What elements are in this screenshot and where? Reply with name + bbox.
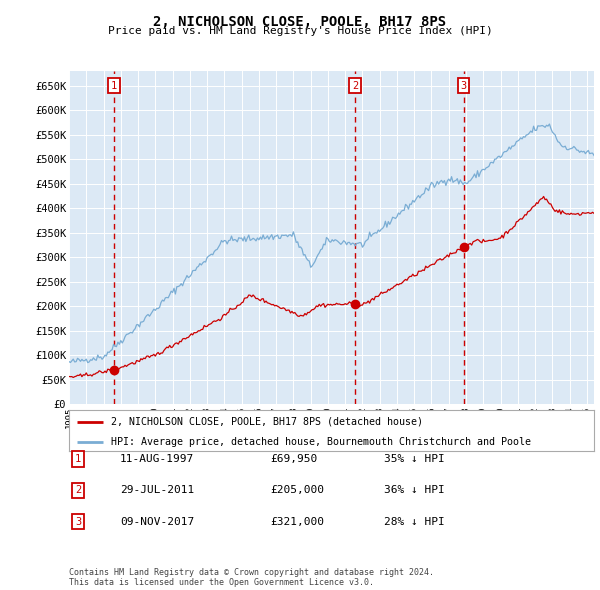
- Text: 2, NICHOLSON CLOSE, POOLE, BH17 8PS (detached house): 2, NICHOLSON CLOSE, POOLE, BH17 8PS (det…: [111, 417, 423, 427]
- Text: 36% ↓ HPI: 36% ↓ HPI: [384, 486, 445, 495]
- Text: £321,000: £321,000: [270, 517, 324, 526]
- Text: 09-NOV-2017: 09-NOV-2017: [120, 517, 194, 526]
- Text: 28% ↓ HPI: 28% ↓ HPI: [384, 517, 445, 526]
- Text: 29-JUL-2011: 29-JUL-2011: [120, 486, 194, 495]
- Text: 2: 2: [75, 486, 81, 495]
- Text: 2, NICHOLSON CLOSE, POOLE, BH17 8PS: 2, NICHOLSON CLOSE, POOLE, BH17 8PS: [154, 15, 446, 29]
- Text: 35% ↓ HPI: 35% ↓ HPI: [384, 454, 445, 464]
- Text: 11-AUG-1997: 11-AUG-1997: [120, 454, 194, 464]
- Text: 3: 3: [75, 517, 81, 526]
- Text: £205,000: £205,000: [270, 486, 324, 495]
- Text: 3: 3: [460, 80, 467, 90]
- Text: 1: 1: [75, 454, 81, 464]
- Text: Price paid vs. HM Land Registry's House Price Index (HPI): Price paid vs. HM Land Registry's House …: [107, 26, 493, 36]
- Text: 2: 2: [352, 80, 358, 90]
- Text: Contains HM Land Registry data © Crown copyright and database right 2024.
This d: Contains HM Land Registry data © Crown c…: [69, 568, 434, 587]
- Text: £69,950: £69,950: [270, 454, 317, 464]
- Text: HPI: Average price, detached house, Bournemouth Christchurch and Poole: HPI: Average price, detached house, Bour…: [111, 437, 531, 447]
- Text: 1: 1: [111, 80, 117, 90]
